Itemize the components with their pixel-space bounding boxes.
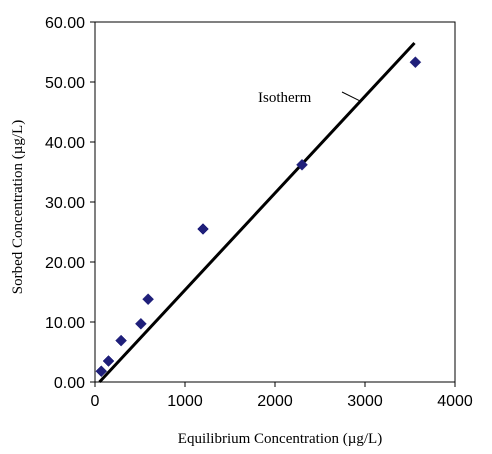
data-point — [135, 317, 147, 330]
y-axis-title: Sorbed Concentration (µg/L) — [10, 120, 26, 294]
x-tick-label: 0 — [91, 393, 100, 410]
isotherm-annotation-label: Isotherm — [258, 90, 312, 106]
y-axis: 0.00 10.00 20.00 30.00 40.00 50.00 60.00 — [45, 15, 95, 392]
y-tick-label: 30.00 — [45, 195, 85, 212]
data-point — [142, 293, 154, 306]
y-tick-label: 0.00 — [54, 375, 85, 392]
x-tick-label: 4000 — [437, 393, 473, 410]
isotherm-line-segment — [98, 41, 416, 384]
y-tick-label: 20.00 — [45, 255, 85, 272]
data-point — [115, 334, 127, 347]
y-tick-label: 40.00 — [45, 135, 85, 152]
isotherm-annotation-pointer — [341, 91, 361, 102]
data-points — [95, 56, 422, 378]
x-tick-label: 1000 — [167, 393, 203, 410]
x-tick-label: 3000 — [347, 393, 383, 410]
data-point — [95, 365, 108, 378]
data-point — [197, 223, 209, 235]
annotations: Isotherm — [258, 90, 361, 106]
x-axis-title: Equilibrium Concentration (µg/L) — [178, 431, 382, 447]
isotherm-line — [98, 41, 416, 384]
x-tick-label: 2000 — [257, 393, 293, 410]
x-axis: 0 1000 2000 3000 4000 — [91, 382, 473, 410]
data-point — [102, 355, 115, 367]
data-point — [409, 56, 422, 69]
y-tick-label: 50.00 — [45, 75, 85, 92]
data-point — [296, 158, 308, 171]
y-tick-label: 10.00 — [45, 315, 85, 332]
y-tick-label: 60.00 — [45, 15, 85, 32]
